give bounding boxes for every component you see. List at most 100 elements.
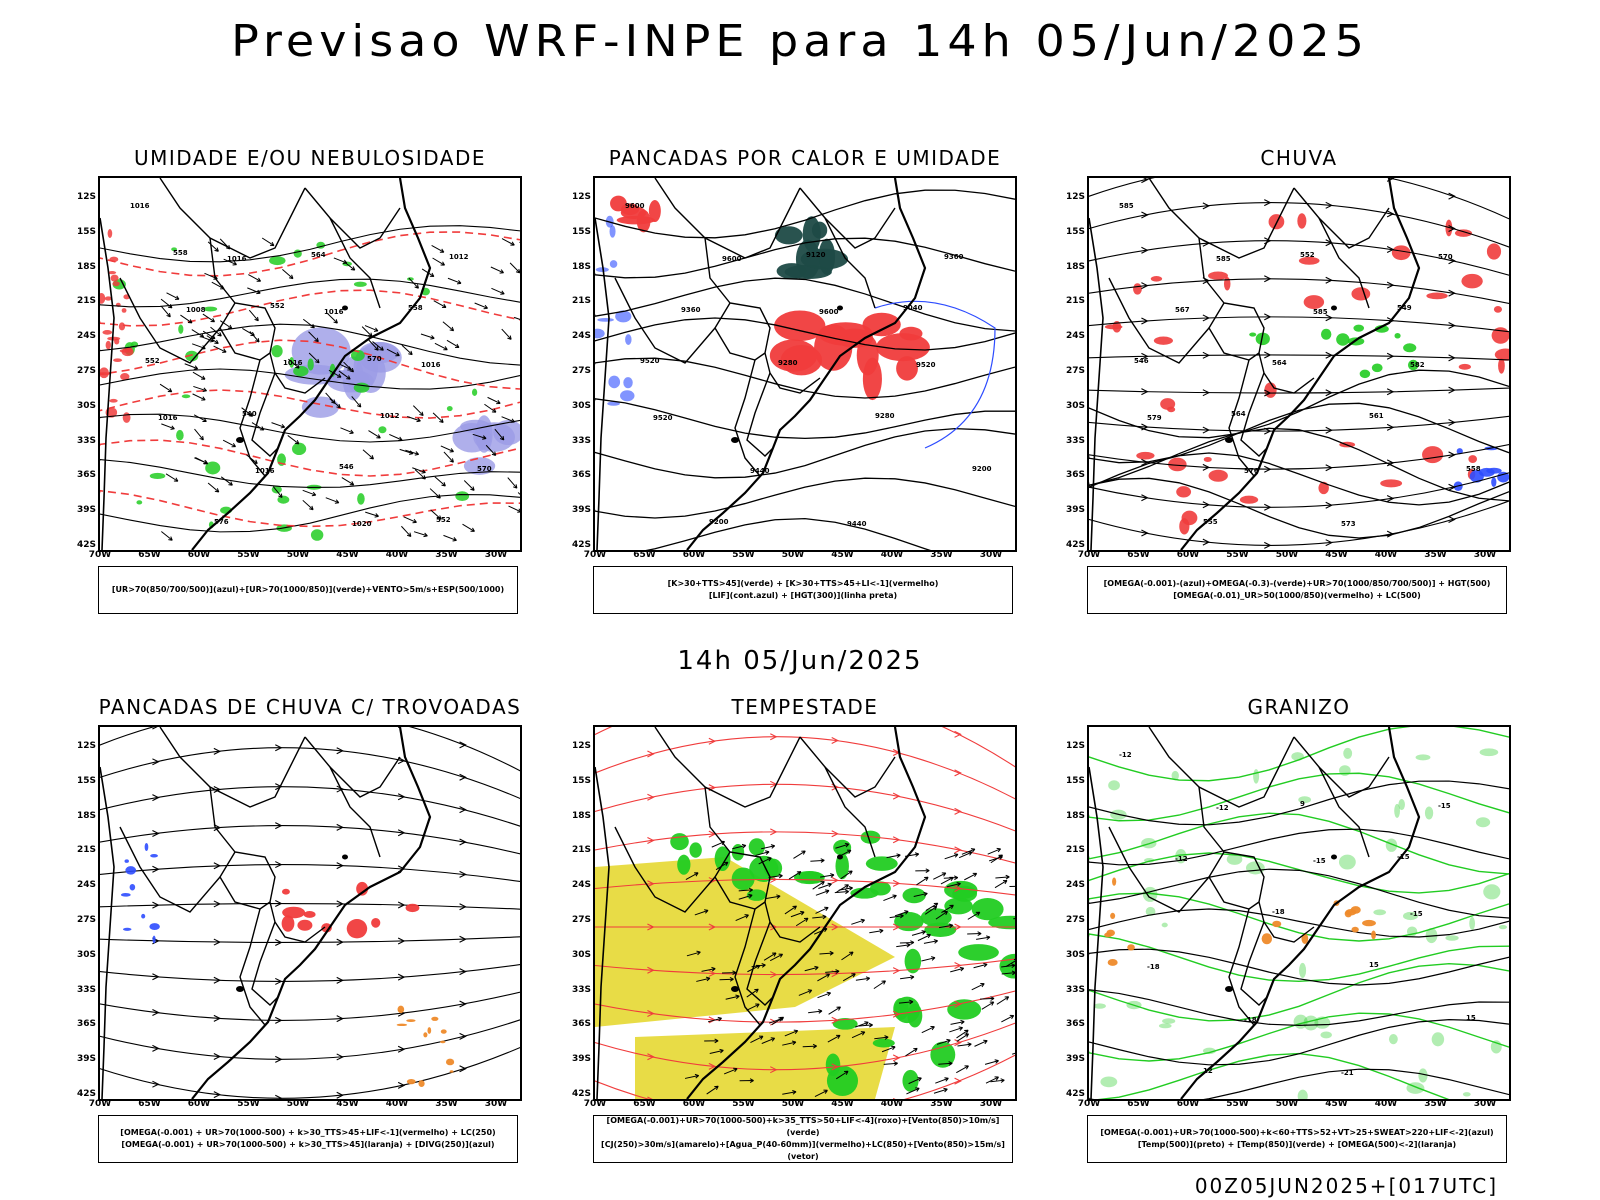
- streamline-arrow: [1264, 313, 1272, 321]
- streamline-850: [595, 958, 1015, 976]
- wind-vector: [943, 875, 959, 881]
- wind-vector: [508, 505, 520, 513]
- omega-red: [1133, 283, 1142, 295]
- thickness-contour: [100, 289, 520, 327]
- x-axis-tick-label: 30W: [1473, 1099, 1497, 1109]
- wind-850-green: [944, 897, 973, 915]
- y-axis-tick-label: 33S: [76, 984, 96, 995]
- country-border: [1198, 786, 1265, 903]
- wind-850-green: [869, 881, 891, 896]
- divergence-blue: [150, 853, 158, 858]
- country-border: [1318, 217, 1370, 309]
- streamline-arrow: [1448, 192, 1456, 200]
- divergence-blue: [152, 935, 156, 944]
- wind-vector: [401, 525, 412, 538]
- wind-vector: [403, 516, 417, 524]
- contour-label: -21: [1341, 1069, 1354, 1077]
- humidity-red-patch: [120, 373, 130, 381]
- contour-label: 9600: [722, 255, 742, 263]
- contour-label: -12: [1216, 804, 1229, 812]
- wind-vector: [994, 879, 1008, 889]
- y-axis-tick-label: 33S: [571, 435, 591, 446]
- wind-vector: [463, 480, 475, 491]
- lake: [236, 437, 244, 443]
- thunderstorm-red: [303, 910, 316, 918]
- wind-vector: [851, 918, 866, 925]
- streamline-arrow: [1448, 516, 1456, 524]
- wind-850-green: [904, 948, 922, 974]
- contour-label: 9520: [640, 357, 660, 365]
- humidity-red-patch: [100, 367, 109, 379]
- streamline-arrow: [647, 1010, 655, 1017]
- streamline-arrow: [770, 971, 778, 979]
- streamline-arrow: [397, 757, 406, 765]
- wind-vector: [976, 935, 991, 940]
- contour-label: 576: [214, 518, 229, 526]
- wind-vector: [443, 534, 457, 542]
- streamline-arrow: [1141, 178, 1149, 184]
- y-axis-tick-label: 42S: [1065, 540, 1085, 550]
- wind-vector: [883, 1061, 898, 1066]
- y-axis-tick-label: 30S: [76, 400, 96, 411]
- wind-vector: [788, 871, 802, 880]
- wind-vector: [980, 996, 995, 1001]
- wind-vector: [923, 939, 938, 944]
- panel-umidade: UMIDADE E/OU NEBULOSIDADE 1016 1016 1016 10…: [70, 146, 550, 626]
- wind-vector: [738, 887, 753, 893]
- streamline-arrow: [1264, 465, 1272, 473]
- wind-vector: [938, 1061, 953, 1066]
- y-axis-tick-label: 12S: [571, 741, 591, 751]
- contour-label: 564: [311, 251, 326, 259]
- omega-red: [1208, 271, 1228, 280]
- contour-label: 1008: [186, 306, 206, 314]
- wind-vector: [874, 1035, 889, 1040]
- contour-label: 9040: [903, 304, 923, 312]
- map-frame: [98, 725, 522, 1101]
- y-axis-tick-label: 15S: [76, 226, 96, 237]
- wind-vector: [828, 1006, 841, 1015]
- streamline-arrow: [1141, 494, 1149, 502]
- wind-vector: [921, 956, 936, 962]
- contour-label: 9440: [847, 520, 867, 528]
- wind-vector: [760, 844, 776, 850]
- legend-line-2: [CJ(250)>30m/s](amarelo)+[Agua_P(40-60mm…: [601, 1140, 1005, 1161]
- legend-line-1: [UR>70(850/700/500)](azul)+[UR>70(1000/8…: [111, 585, 505, 594]
- y-axis-tick-label: 21S: [76, 845, 96, 856]
- wind-vector: [956, 1065, 969, 1074]
- wind-850-green: [748, 838, 765, 856]
- country-border: [119, 277, 221, 364]
- wind-vector: [389, 434, 403, 441]
- wind-vector: [340, 427, 354, 435]
- streamline-arrow: [275, 938, 283, 946]
- x-axis-tick-label: 45W: [336, 1099, 359, 1109]
- omega-green: [1353, 324, 1365, 332]
- wind-vector: [1001, 963, 1015, 969]
- streamline-arrow: [770, 1066, 778, 1074]
- contour-label: 15: [1369, 961, 1379, 969]
- run-timestamp: 00Z05JUN2025+[017UTC]: [1194, 1174, 1498, 1198]
- wind-vector: [287, 435, 300, 445]
- temp850-green: [1415, 754, 1431, 761]
- streamline-arrow: [708, 1062, 717, 1070]
- humidity-1000-green: [149, 472, 166, 480]
- humidity-1000-green: [446, 405, 453, 412]
- streamline-arrow: [892, 879, 901, 887]
- instability-teal: [774, 226, 803, 245]
- humidity-1000-green: [353, 281, 367, 287]
- wind-vector: [908, 1077, 922, 1085]
- x-axis-tick-label: 40W: [1374, 550, 1398, 560]
- omega-red: [1167, 406, 1176, 413]
- wind-vector: [933, 872, 947, 880]
- country-border: [209, 237, 276, 354]
- wind-vector: [248, 274, 262, 282]
- wind-vector: [881, 1045, 896, 1053]
- y-axis-tick-label: 21S: [571, 845, 591, 856]
- y-axis-tick-label: 30S: [76, 949, 96, 960]
- contour-label: 540: [242, 410, 257, 418]
- wind-vector: [946, 881, 961, 888]
- divergence-blue: [125, 866, 137, 875]
- streamline-arrow: [336, 862, 344, 870]
- hgt500-contour: [1089, 402, 1509, 464]
- streamline-arrow: [1141, 246, 1149, 254]
- streamline-850: [595, 990, 1015, 1023]
